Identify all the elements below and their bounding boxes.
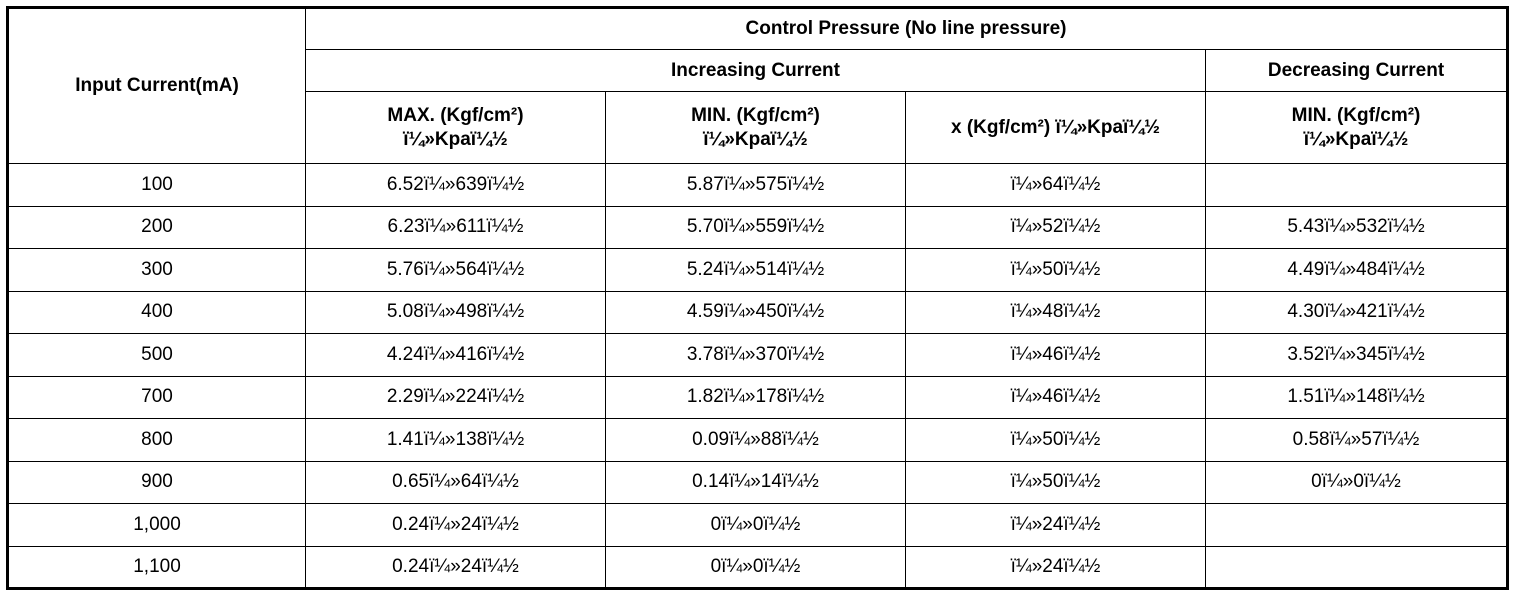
table-row: 200 6.23ï¼»611ï¼½ 5.70ï¼»559ï¼½ ï¼»52ï¼½… xyxy=(7,205,1509,249)
cell-inc-max: 2.29ï¼»224ï¼½ xyxy=(305,375,606,419)
header-increasing-current: Increasing Current xyxy=(305,49,1206,92)
table-row: 900 0.65ï¼»64ï¼½ 0.14ï¼»14ï¼½ ï¼»50ï¼½ 0… xyxy=(7,460,1509,504)
cell-input-current: 500 xyxy=(7,333,306,377)
cell-input-current: 300 xyxy=(7,248,306,292)
cell-inc-x: ï¼»46ï¼½ xyxy=(905,333,1206,377)
cell-dec-min: 0ï¼»0ï¼½ xyxy=(1204,460,1509,504)
cell-inc-min: 5.87ï¼»575ï¼½ xyxy=(605,163,906,207)
cell-input-current: 800 xyxy=(7,418,306,462)
cell-inc-max: 0.65ï¼»64ï¼½ xyxy=(305,460,606,504)
table-row: 800 1.41ï¼»138ï¼½ 0.09ï¼»88ï¼½ ï¼»50ï¼½ … xyxy=(7,418,1509,462)
cell-inc-x: ï¼»50ï¼½ xyxy=(905,418,1206,462)
cell-inc-x: ï¼»52ï¼½ xyxy=(905,205,1206,249)
header-inc-max-line2: ï¼»Kpaï¼½ xyxy=(403,128,508,150)
table-row: 1,100 0.24ï¼»24ï¼½ 0ï¼»0ï¼½ ï¼»24ï¼½ xyxy=(7,545,1509,589)
cell-input-current: 700 xyxy=(7,375,306,419)
cell-input-current: 1,000 xyxy=(7,503,306,547)
cell-inc-max: 4.24ï¼»416ï¼½ xyxy=(305,333,606,377)
table-row: 1,000 0.24ï¼»24ï¼½ 0ï¼»0ï¼½ ï¼»24ï¼½ xyxy=(7,503,1509,547)
header-inc-x-line1: x (Kgf/cm²) ï¼»Kpaï¼½ xyxy=(950,116,1161,138)
cell-inc-max: 5.76ï¼»564ï¼½ xyxy=(305,248,606,292)
cell-inc-x: ï¼»24ï¼½ xyxy=(905,545,1206,589)
cell-input-current: 400 xyxy=(7,290,306,334)
cell-inc-min: 3.78ï¼»370ï¼½ xyxy=(605,333,906,377)
cell-dec-min xyxy=(1204,545,1509,589)
cell-dec-min: 4.49ï¼»484ï¼½ xyxy=(1204,248,1509,292)
header-inc-min-line1: MIN. (Kgf/cm²) xyxy=(691,104,820,126)
cell-inc-x: ï¼»46ï¼½ xyxy=(905,375,1206,419)
control-pressure-table: Input Current(mA) Control Pressure (No l… xyxy=(6,6,1510,590)
table-row: 400 5.08ï¼»498ï¼½ 4.59ï¼»450ï¼½ ï¼»48ï¼½… xyxy=(7,290,1509,334)
cell-inc-max: 6.23ï¼»611ï¼½ xyxy=(305,205,606,249)
header-dec-min-line2: ï¼»Kpaï¼½ xyxy=(1303,128,1409,150)
table-row: 100 6.52ï¼»639ï¼½ 5.87ï¼»575ï¼½ ï¼»64ï¼½ xyxy=(7,163,1509,207)
cell-inc-x: ï¼»50ï¼½ xyxy=(905,460,1206,504)
header-inc-max: MAX. (Kgf/cm²) ï¼»Kpaï¼½ xyxy=(305,91,606,164)
cell-inc-x: ï¼»50ï¼½ xyxy=(905,248,1206,292)
cell-inc-x: ï¼»24ï¼½ xyxy=(905,503,1206,547)
cell-inc-x: ï¼»48ï¼½ xyxy=(905,290,1206,334)
cell-dec-min: 3.52ï¼»345ï¼½ xyxy=(1204,333,1509,377)
cell-inc-min: 0.09ï¼»88ï¼½ xyxy=(605,418,906,462)
cell-inc-min: 0.14ï¼»14ï¼½ xyxy=(605,460,906,504)
table-row: 500 4.24ï¼»416ï¼½ 3.78ï¼»370ï¼½ ï¼»46ï¼½… xyxy=(7,333,1509,377)
header-inc-min: MIN. (Kgf/cm²) ï¼»Kpaï¼½ xyxy=(605,91,906,164)
cell-inc-min: 0ï¼»0ï¼½ xyxy=(605,503,906,547)
cell-dec-min xyxy=(1204,503,1509,547)
cell-inc-max: 5.08ï¼»498ï¼½ xyxy=(305,290,606,334)
cell-input-current: 100 xyxy=(7,163,306,207)
header-dec-min-line1: MIN. (Kgf/cm²) xyxy=(1291,104,1421,126)
cell-inc-min: 4.59ï¼»450ï¼½ xyxy=(605,290,906,334)
cell-inc-max: 1.41ï¼»138ï¼½ xyxy=(305,418,606,462)
cell-inc-max: 0.24ï¼»24ï¼½ xyxy=(305,545,606,589)
header-inc-min-line2: ï¼»Kpaï¼½ xyxy=(703,128,808,150)
cell-dec-min: 5.43ï¼»532ï¼½ xyxy=(1204,205,1509,249)
cell-inc-min: 5.24ï¼»514ï¼½ xyxy=(605,248,906,292)
cell-dec-min: 1.51ï¼»148ï¼½ xyxy=(1204,375,1509,419)
table-row: 300 5.76ï¼»564ï¼½ 5.24ï¼»514ï¼½ ï¼»50ï¼½… xyxy=(7,248,1509,292)
header-dec-min: MIN. (Kgf/cm²) ï¼»Kpaï¼½ xyxy=(1204,91,1509,164)
cell-inc-min: 0ï¼»0ï¼½ xyxy=(605,545,906,589)
cell-input-current: 1,100 xyxy=(7,545,306,589)
table-row: 700 2.29ï¼»224ï¼½ 1.82ï¼»178ï¼½ ï¼»46ï¼½… xyxy=(7,375,1509,419)
header-inc-max-line1: MAX. (Kgf/cm²) xyxy=(387,104,524,126)
cell-dec-min: 4.30ï¼»421ï¼½ xyxy=(1204,290,1509,334)
header-control-pressure: Control Pressure (No line pressure) xyxy=(304,7,1509,50)
header-decreasing-current: Decreasing Current xyxy=(1204,49,1509,92)
header-input-current: Input Current(mA) xyxy=(7,7,306,164)
cell-inc-min: 1.82ï¼»178ï¼½ xyxy=(605,375,906,419)
cell-inc-x: ï¼»64ï¼½ xyxy=(905,163,1206,207)
header-inc-x: x (Kgf/cm²) ï¼»Kpaï¼½ xyxy=(905,91,1206,164)
cell-dec-min xyxy=(1204,163,1509,207)
cell-input-current: 900 xyxy=(7,460,306,504)
cell-input-current: 200 xyxy=(7,205,306,249)
cell-inc-min: 5.70ï¼»559ï¼½ xyxy=(605,205,906,249)
cell-inc-max: 6.52ï¼»639ï¼½ xyxy=(305,163,606,207)
cell-dec-min: 0.58ï¼»57ï¼½ xyxy=(1204,418,1509,462)
cell-inc-max: 0.24ï¼»24ï¼½ xyxy=(305,503,606,547)
